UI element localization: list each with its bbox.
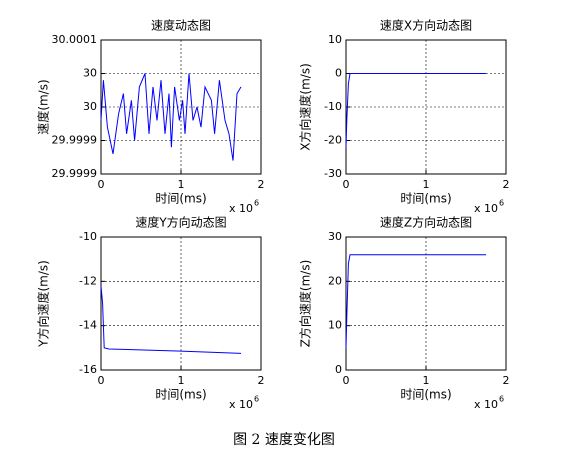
figure-caption: 图 2 速度变化图 [233,432,335,448]
y-tick-label: -20 [324,134,342,147]
x-multiplier: x 10 [474,202,498,215]
axes-frame [345,39,507,175]
data-line [345,254,486,348]
axes-frame [345,236,507,371]
x-tick-label: 0 [98,178,105,191]
y-axis-label: X方向速度(m/s) [298,63,313,151]
y-tick-label: 30 [83,100,97,113]
data-line [100,285,242,354]
y-tick-label: 20 [328,274,342,287]
x-axis-label: 时间(ms) [400,192,451,206]
data-line [100,73,242,161]
x-tick-label: 1 [423,178,430,191]
x-tick-label: 1 [178,178,185,191]
y-tick-label: 10 [328,319,342,332]
y-tick-label: -14 [79,319,97,332]
y-tick-label: -12 [79,274,97,287]
y-tick-label: -30 [324,167,342,180]
y-tick-label: 29.9999 [52,134,98,147]
axes-frame [100,236,262,371]
x-multiplier: x 10 [229,398,253,411]
y-axis-label: 速度(m/s) [36,79,51,134]
axes-box [346,237,506,370]
y-tick-label: -10 [324,100,342,113]
y-tick-label: 30 [328,230,342,243]
y-tick-label: 0 [335,363,342,376]
x-exponent: 6 [499,395,504,404]
data-line [345,73,486,148]
x-tick-label: 2 [503,178,510,191]
y-axis-label: Y方向速度(m/s) [36,260,51,348]
y-tick-label: 30 [83,67,97,80]
y-tick-label: -16 [79,363,97,376]
chart-title: 速度Y方向动态图 [135,215,226,230]
x-tick-label: 2 [258,374,265,387]
x-exponent: 6 [499,199,504,208]
x-multiplier: x 10 [229,202,253,215]
axes-box [101,237,261,370]
x-axis-label: 时间(ms) [155,388,206,402]
x-tick-label: 0 [343,178,350,191]
x-tick-label: 2 [503,374,510,387]
x-multiplier: x 10 [474,398,498,411]
y-tick-label: 30.0001 [52,33,98,46]
x-exponent: 6 [254,395,259,404]
x-tick-label: 2 [258,178,265,191]
x-tick-label: 0 [343,374,350,387]
chart-title: 速度X方向动态图 [380,18,472,33]
chart-title: 速度动态图 [151,18,211,33]
chart-title: 速度Z方向动态图 [380,215,472,230]
y-tick-label: 0 [335,67,342,80]
x-axis-label: 时间(ms) [400,388,451,402]
x-axis-label: 时间(ms) [155,192,206,206]
y-tick-label: 10 [328,33,342,46]
x-tick-label: 1 [178,374,185,387]
y-tick-label: -10 [79,230,97,243]
y-axis-label: Z方向速度(m/s) [298,260,313,348]
y-tick-label: 29.9999 [52,167,98,180]
x-exponent: 6 [254,199,259,208]
x-tick-label: 1 [423,374,430,387]
axes-frame [100,39,262,175]
x-tick-label: 0 [98,374,105,387]
